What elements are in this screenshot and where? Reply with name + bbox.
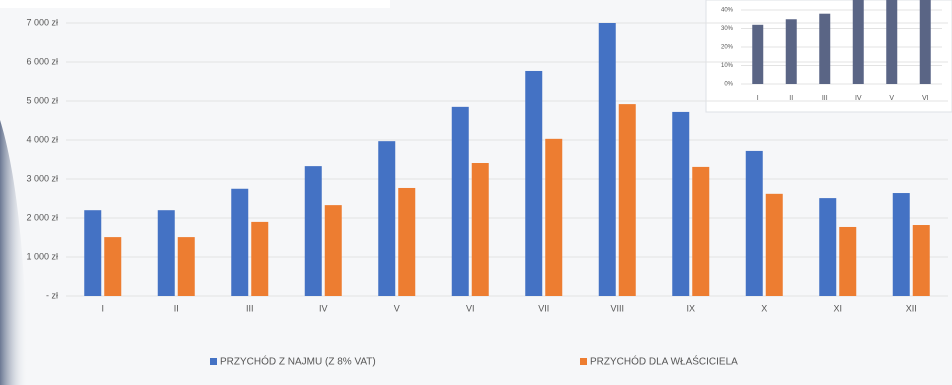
left-shade bbox=[0, 120, 28, 385]
bar bbox=[104, 237, 122, 296]
x-tick-label: XII bbox=[906, 303, 917, 313]
bar bbox=[819, 198, 837, 296]
bar bbox=[839, 226, 857, 296]
x-tick-label: III bbox=[822, 95, 828, 102]
x-tick-label: III bbox=[246, 303, 254, 313]
x-tick-label: II bbox=[789, 95, 793, 102]
bar bbox=[852, 0, 864, 85]
y-tick-label: 3 000 zł bbox=[26, 173, 58, 183]
inset-chart: 0%10%20%30%40%I II III IV V VI bbox=[721, 0, 942, 102]
bar bbox=[84, 210, 102, 296]
y-tick-label: 10% bbox=[721, 63, 734, 69]
bar bbox=[545, 138, 563, 296]
y-tick-label: 1 000 zł bbox=[26, 251, 58, 261]
x-tick-label: I bbox=[757, 95, 759, 102]
bar bbox=[398, 187, 416, 296]
x-tick-label: II bbox=[174, 303, 179, 313]
y-tick-label: 5 000 zł bbox=[26, 95, 58, 105]
y-tick-label: 20% bbox=[721, 45, 734, 51]
y-tick-label: 0% bbox=[724, 82, 733, 88]
x-tick-label: VII bbox=[538, 303, 549, 313]
x-tick-label: VI bbox=[922, 95, 929, 102]
y-tick-label: 2 000 zł bbox=[26, 212, 58, 222]
bar bbox=[471, 163, 489, 296]
bar bbox=[451, 106, 469, 296]
main-chart: - zł 1 000 zł 2 000 zł 3 000 zł 4 000 zł 5 00… bbox=[26, 17, 948, 368]
bar bbox=[304, 166, 322, 296]
y-tick-label: - zł bbox=[46, 290, 58, 300]
bar bbox=[231, 188, 249, 296]
x-tick-label: VI bbox=[466, 303, 475, 313]
y-tick-label: 4 000 zł bbox=[26, 134, 58, 144]
x-tick-label: IX bbox=[686, 303, 695, 313]
y-tick-label: 6 000 zł bbox=[26, 56, 58, 66]
bar bbox=[752, 24, 764, 84]
bar bbox=[157, 210, 175, 296]
bar bbox=[618, 104, 636, 297]
legend-swatch bbox=[580, 358, 587, 365]
x-tick-label: V bbox=[394, 303, 400, 313]
bar bbox=[672, 111, 690, 296]
y-tick-label: 7 000 zł bbox=[26, 17, 58, 27]
y-tick-label: 40% bbox=[721, 8, 734, 14]
x-tick-label: XI bbox=[833, 303, 842, 313]
bar bbox=[177, 237, 195, 296]
legend-label: PRZYCHÓD DLA WŁAŚCICIELA bbox=[590, 355, 738, 368]
bar bbox=[324, 205, 342, 296]
legend-label: PRZYCHÓD Z NAJMU (Z 8% VAT) bbox=[220, 355, 376, 368]
x-tick-label: IV bbox=[319, 303, 328, 313]
y-tick-label: 30% bbox=[721, 26, 734, 32]
bar bbox=[745, 150, 763, 296]
x-tick-label: IV bbox=[855, 95, 862, 102]
bar bbox=[525, 70, 543, 296]
x-tick-label: X bbox=[761, 303, 767, 313]
bar bbox=[598, 23, 616, 296]
x-tick-label: I bbox=[101, 303, 104, 313]
bar bbox=[892, 193, 910, 296]
top-panel bbox=[0, 0, 390, 8]
bar bbox=[919, 0, 931, 84]
legend-swatch bbox=[210, 358, 217, 365]
x-tick-label: V bbox=[889, 95, 894, 102]
x-tick-label: VIII bbox=[610, 303, 624, 313]
bar bbox=[886, 0, 898, 84]
bar bbox=[251, 221, 269, 296]
bar bbox=[819, 13, 831, 85]
bar bbox=[785, 19, 797, 84]
bar bbox=[912, 225, 930, 296]
bar bbox=[692, 166, 710, 296]
bar bbox=[765, 193, 783, 296]
bar bbox=[378, 141, 396, 296]
